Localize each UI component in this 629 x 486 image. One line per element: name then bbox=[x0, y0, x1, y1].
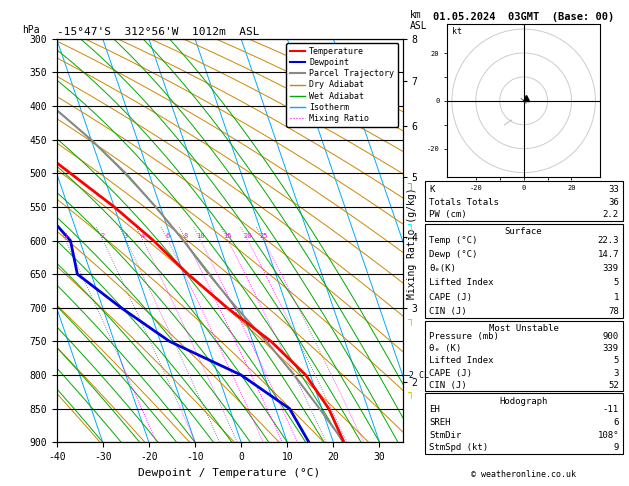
Legend: Temperature, Dewpoint, Parcel Trajectory, Dry Adiabat, Wet Adiabat, Isotherm, Mi: Temperature, Dewpoint, Parcel Trajectory… bbox=[286, 43, 398, 127]
Text: Totals Totals: Totals Totals bbox=[429, 198, 499, 207]
Text: ┐: ┐ bbox=[408, 221, 414, 231]
Text: StmSpd (kt): StmSpd (kt) bbox=[429, 443, 488, 452]
Text: 36: 36 bbox=[608, 198, 619, 207]
Text: Lifted Index: Lifted Index bbox=[429, 278, 494, 287]
Text: Temp (°C): Temp (°C) bbox=[429, 236, 477, 245]
Text: EH: EH bbox=[429, 405, 440, 414]
Text: 52: 52 bbox=[608, 381, 619, 390]
Text: 9: 9 bbox=[613, 443, 619, 452]
Text: 3: 3 bbox=[124, 233, 128, 239]
X-axis label: Dewpoint / Temperature (°C): Dewpoint / Temperature (°C) bbox=[138, 468, 321, 478]
Text: 1: 1 bbox=[64, 233, 68, 239]
Text: © weatheronline.co.uk: © weatheronline.co.uk bbox=[471, 469, 576, 479]
Text: -11: -11 bbox=[603, 405, 619, 414]
Text: 01.05.2024  03GMT  (Base: 00): 01.05.2024 03GMT (Base: 00) bbox=[433, 12, 615, 22]
Text: 10: 10 bbox=[196, 233, 205, 239]
Text: CAPE (J): CAPE (J) bbox=[429, 368, 472, 378]
Text: Surface: Surface bbox=[505, 227, 542, 236]
Text: 22.3: 22.3 bbox=[598, 236, 619, 245]
Text: 25: 25 bbox=[259, 233, 268, 239]
Text: 6: 6 bbox=[166, 233, 170, 239]
Text: 339: 339 bbox=[603, 264, 619, 273]
Text: 33: 33 bbox=[608, 185, 619, 194]
Text: 8: 8 bbox=[184, 233, 188, 239]
Text: Most Unstable: Most Unstable bbox=[489, 324, 559, 333]
Text: Hodograph: Hodograph bbox=[499, 397, 548, 406]
Text: CIN (J): CIN (J) bbox=[429, 381, 467, 390]
Text: 5: 5 bbox=[613, 356, 619, 365]
Text: PW (cm): PW (cm) bbox=[429, 210, 467, 219]
Text: ┐: ┐ bbox=[408, 180, 414, 190]
Text: hPa: hPa bbox=[22, 25, 40, 35]
Text: -15°47'S  312°56'W  1012m  ASL: -15°47'S 312°56'W 1012m ASL bbox=[57, 27, 259, 37]
Text: Lifted Index: Lifted Index bbox=[429, 356, 494, 365]
Text: ┐: ┐ bbox=[408, 389, 414, 399]
Text: K: K bbox=[429, 185, 435, 194]
Text: SREH: SREH bbox=[429, 417, 450, 427]
Text: ┐: ┐ bbox=[408, 316, 414, 326]
Text: 4: 4 bbox=[141, 233, 145, 239]
Text: 78: 78 bbox=[608, 307, 619, 316]
Text: Dewp (°C): Dewp (°C) bbox=[429, 250, 477, 259]
Text: 1: 1 bbox=[613, 293, 619, 302]
Text: θₑ (K): θₑ (K) bbox=[429, 344, 461, 353]
Text: km
ASL: km ASL bbox=[409, 10, 427, 31]
Text: Pressure (mb): Pressure (mb) bbox=[429, 332, 499, 341]
Text: 5: 5 bbox=[613, 278, 619, 287]
Text: 2: 2 bbox=[101, 233, 105, 239]
Text: 6: 6 bbox=[613, 417, 619, 427]
Text: Mixing Ratio (g/kg): Mixing Ratio (g/kg) bbox=[407, 187, 417, 299]
Text: 14.7: 14.7 bbox=[598, 250, 619, 259]
Text: kt: kt bbox=[452, 27, 462, 36]
Text: 3: 3 bbox=[613, 368, 619, 378]
Text: StmDir: StmDir bbox=[429, 431, 461, 440]
Text: 15: 15 bbox=[223, 233, 232, 239]
Text: 2.2: 2.2 bbox=[603, 210, 619, 219]
Text: CIN (J): CIN (J) bbox=[429, 307, 467, 316]
Text: 2 CL: 2 CL bbox=[409, 370, 430, 380]
Text: 900: 900 bbox=[603, 332, 619, 341]
Text: 20: 20 bbox=[243, 233, 252, 239]
Text: CAPE (J): CAPE (J) bbox=[429, 293, 472, 302]
Text: 339: 339 bbox=[603, 344, 619, 353]
Text: θₑ(K): θₑ(K) bbox=[429, 264, 456, 273]
Text: 108°: 108° bbox=[598, 431, 619, 440]
